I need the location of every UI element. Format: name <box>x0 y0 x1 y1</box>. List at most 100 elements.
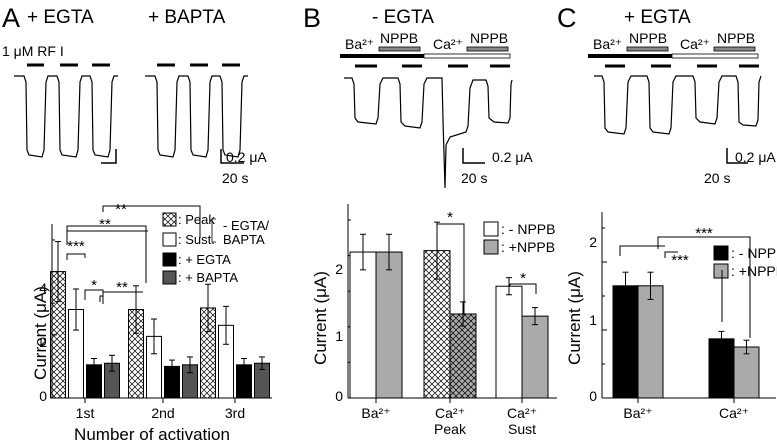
panel-c-title: + EGTA <box>624 7 691 28</box>
bar-c--nppb-1 <box>708 338 735 399</box>
bar-c--nppb-0 <box>637 285 664 399</box>
chart-a-legend: : Peak : Sust. : + EGTA : + BAPTA - EGTA… <box>162 212 269 285</box>
ca-solution-bar-b <box>423 53 511 59</box>
nppb-bar-b1 <box>378 46 421 52</box>
scale-bar-b <box>462 148 485 164</box>
legend-a-peak-swatch <box>162 212 177 227</box>
chart-b-plot <box>347 204 557 403</box>
chart-c-xtick-1: Ca²⁺ <box>719 405 749 421</box>
chart-b-ytick-0: 0 <box>335 388 343 404</box>
chart-c-legend: : - NPPB : +NPPB <box>713 245 777 279</box>
legend-a-bracket <box>211 218 216 243</box>
legend-c-minus-swatch <box>713 245 729 261</box>
chart-a-ylabel: Current (μA) <box>31 286 50 380</box>
scale-time-a: 20 s <box>222 170 248 186</box>
sig-a-4: ** <box>116 279 128 296</box>
nppb-bar-c2 <box>713 46 756 52</box>
nppb-label-c2: NPPB <box>717 30 755 46</box>
chart-c-xticks: Ba²⁺ Ca²⁺ <box>623 405 749 421</box>
chart-a-yticks: 0 2 4 <box>39 280 47 404</box>
chart-b-ytick-1: 1 <box>335 328 343 344</box>
sig-b-1: * <box>520 270 526 287</box>
scale-bar-c <box>726 148 748 164</box>
scale-time-c: 20 s <box>704 170 730 186</box>
legend-c-plus-swatch <box>713 263 729 279</box>
sig-a-3: ** <box>115 201 127 218</box>
chart-b-legend: : - NPPB : +NPPB <box>483 221 555 255</box>
legend-a-sust-swatch <box>162 232 177 247</box>
chart-a: Current (μA) Number of activation 0 2 4 … <box>31 201 269 441</box>
nppb-bar-c1 <box>626 46 669 52</box>
chart-b-xtick-2: Ca²⁺ <box>507 405 537 421</box>
sig-a-2: ** <box>99 216 111 233</box>
legend-b-plus-swatch <box>483 239 499 255</box>
ba-solution-bar-c <box>588 54 672 58</box>
chart-b-ytick-2: 2 <box>335 261 343 277</box>
panel-c-letter: C <box>557 3 577 33</box>
sig-a-1: * <box>91 277 97 294</box>
chart-a-xlabel: Number of activation <box>74 425 230 441</box>
bar-b--nppb-2 <box>521 315 549 399</box>
scale-current-a: 0.2 μA <box>226 149 267 165</box>
chart-b-xtick-1: Ca²⁺ <box>435 405 465 421</box>
legend-c-plus: : +NPPB <box>731 263 777 279</box>
ba-solution-bar-b <box>340 54 424 58</box>
panel-b-letter: B <box>303 3 321 33</box>
nppb-bar-b2 <box>466 46 509 52</box>
bar-b--nppb-0 <box>349 251 377 399</box>
chart-c-plot <box>601 212 776 403</box>
bar-b--nppb-0 <box>375 251 403 399</box>
chart-b-xtick-0: Ba²⁺ <box>361 405 390 421</box>
chart-a-plot <box>50 224 272 403</box>
nppb-label-c1: NPPB <box>629 30 667 46</box>
chart-a-xtick-0: 1st <box>76 405 95 421</box>
chart-a-xticks: 1st 2nd 3rd <box>76 405 245 421</box>
scale-current-c: 0.2 μA <box>735 149 776 165</box>
b-current-trace <box>344 77 513 189</box>
scale-time-b: 20 s <box>461 170 487 186</box>
panel-b-title: - EGTA <box>372 7 434 28</box>
sig-c-1: *** <box>695 225 713 242</box>
panel-c-traces: C + EGTA Ba²⁺ NPPB Ca²⁺ NPPB 0.2 μA 20 s <box>557 3 776 186</box>
panel-b-traces: B - EGTA Ba²⁺ NPPB Ca²⁺ NPPB 0.2 μA 20 s <box>303 3 533 189</box>
rfi-label: 1 μM RF I <box>2 43 64 59</box>
chart-a-xtick-2: 3rd <box>225 405 245 421</box>
chart-b-yticks: 0 1 2 <box>335 261 343 404</box>
nppb-label-b1: NPPB <box>380 30 418 46</box>
sig-c-0: *** <box>671 252 689 269</box>
chart-c-ytick-0: 0 <box>589 388 597 404</box>
ca-label-b: Ca²⁺ <box>433 36 463 52</box>
legend-a-sust: : Sust. <box>178 232 215 247</box>
chart-b-xticks: Ba²⁺ Ca²⁺ Peak Ca²⁺ Sust <box>361 405 537 437</box>
legend-a-group-label2: BAPTA <box>223 232 265 247</box>
panel-a-egta-title: + EGTA <box>27 7 94 28</box>
chart-a-ytick-0: 0 <box>39 388 47 404</box>
legend-a-egta-swatch <box>162 252 177 267</box>
sig-b-0: * <box>447 209 453 226</box>
chart-c-ylabel: Current (μA) <box>565 271 584 365</box>
legend-c-minus: : - NPPB <box>731 245 777 261</box>
bar-c--nppb-0 <box>612 285 639 399</box>
c-current-trace <box>594 75 762 135</box>
legend-a-bapta: : + BAPTA <box>178 270 238 285</box>
bar-b--nppb-1 <box>449 313 477 399</box>
chart-a-significance <box>66 205 201 304</box>
scale-bar-a <box>220 149 244 164</box>
ba-label-b: Ba²⁺ <box>345 36 374 52</box>
legend-a-egta: : + EGTA <box>178 252 231 267</box>
legend-a-group-label: - EGTA/ <box>223 218 269 233</box>
bar-c--nppb-1 <box>733 346 760 399</box>
bar-b--nppb-2 <box>495 285 523 399</box>
nppb-label-b2: NPPB <box>470 30 508 46</box>
chart-b-xtick-2-sub: Sust <box>508 421 536 437</box>
legend-a-bapta-swatch <box>162 270 177 285</box>
chart-c-ytick-1: 1 <box>589 312 597 328</box>
chart-b-xtick-1-sub: Peak <box>434 421 467 437</box>
scale-bar-a-left <box>101 149 117 164</box>
legend-b-plus: : +NPPB <box>501 239 555 255</box>
panel-a-letter: A <box>2 3 20 33</box>
ca-solution-bar-c <box>671 53 759 59</box>
legend-b-minus: : - NPPB <box>501 221 555 237</box>
chart-c-ytick-2: 2 <box>589 234 597 250</box>
